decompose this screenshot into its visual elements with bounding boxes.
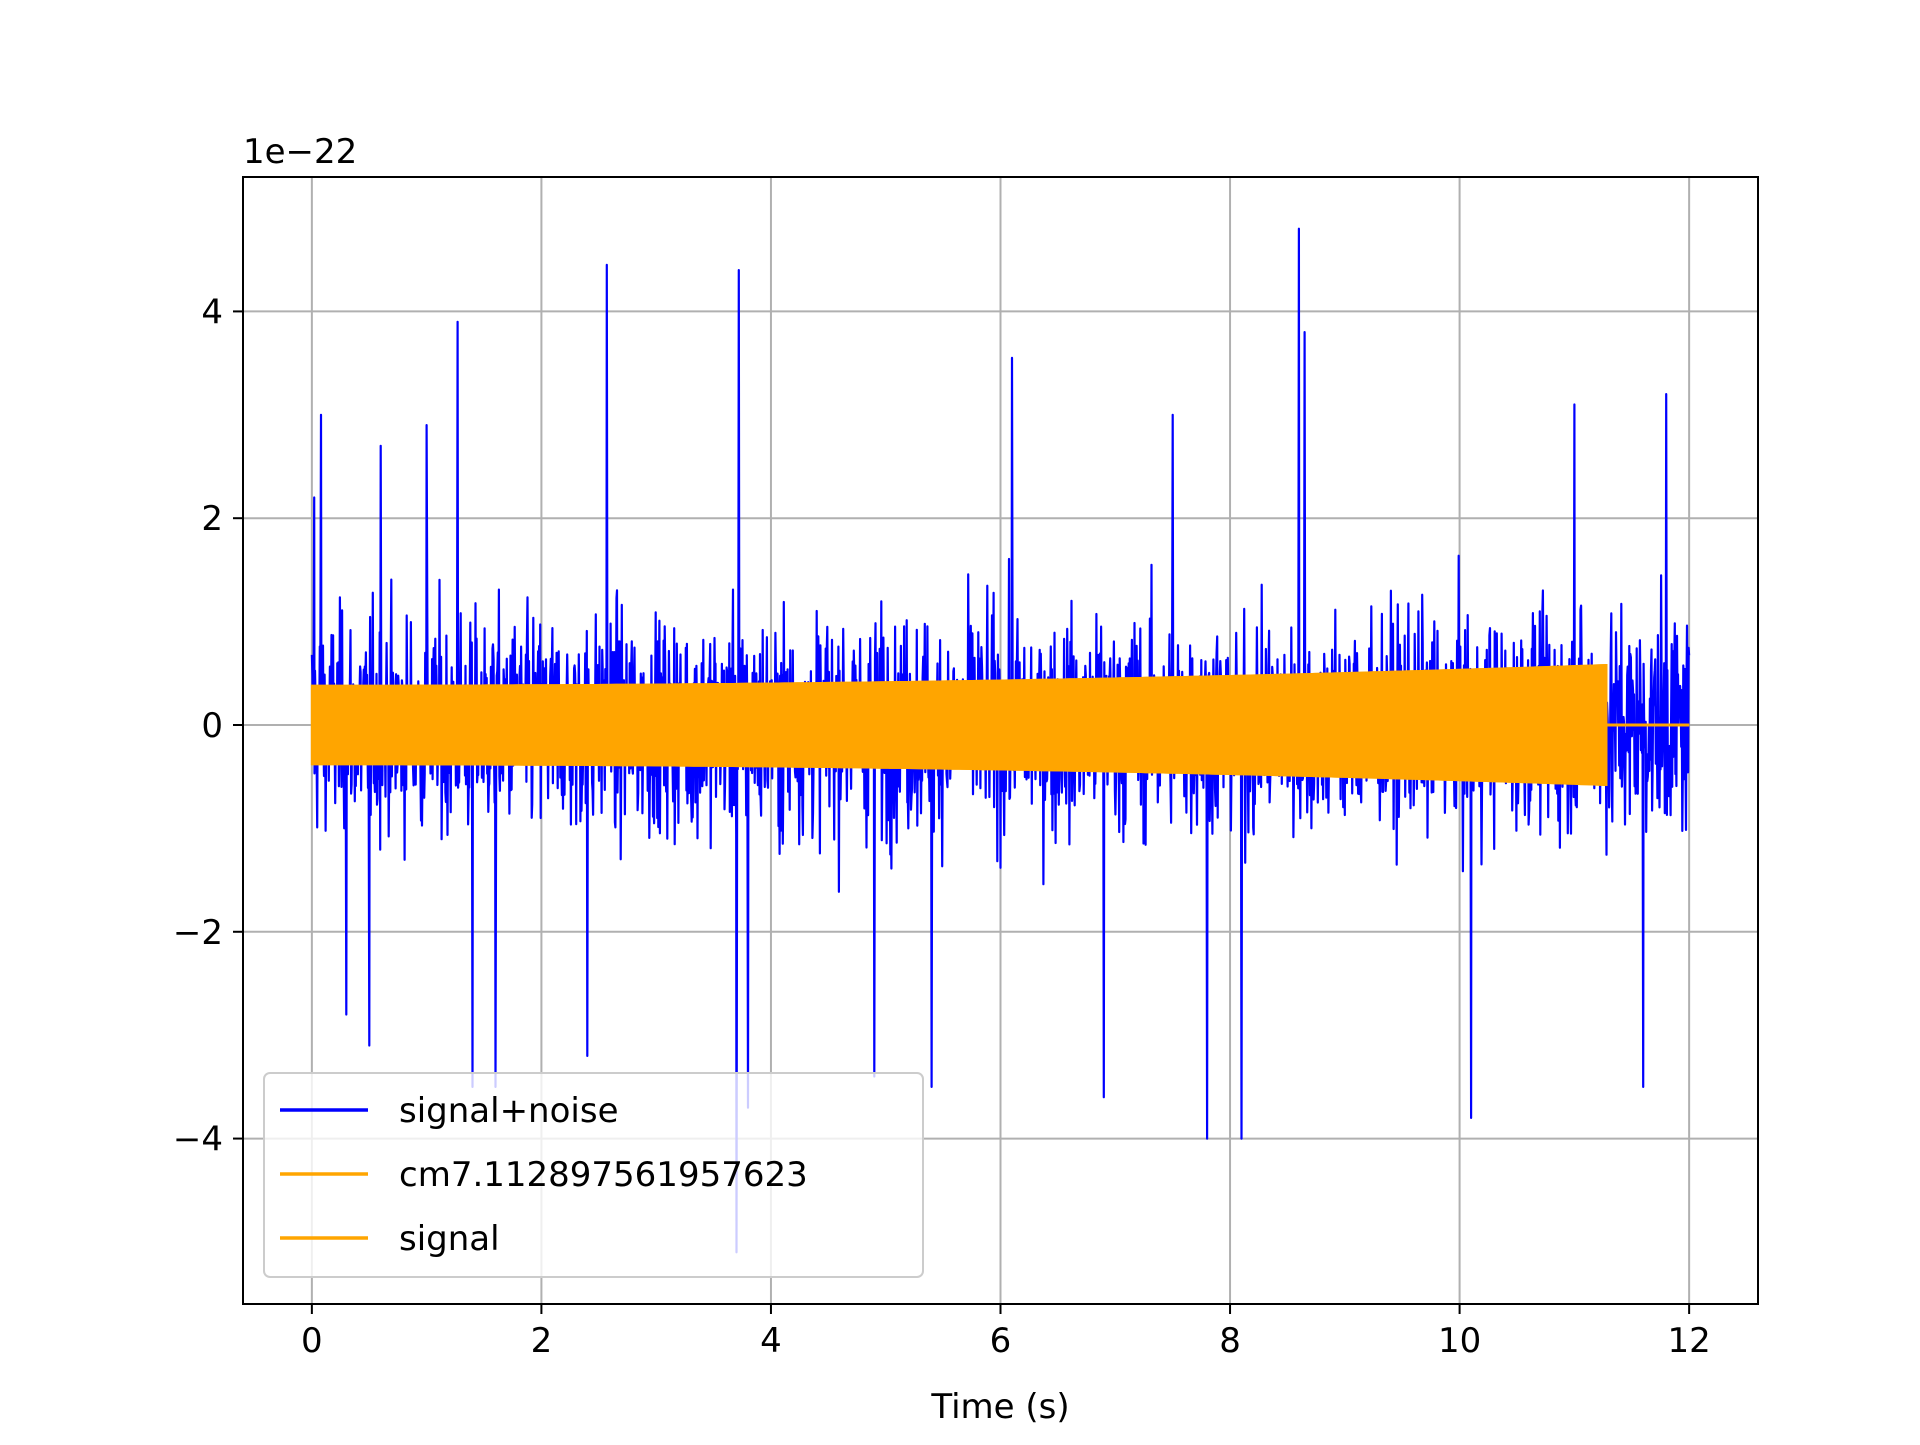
offset-label: 1e−22 (243, 132, 357, 172)
series-signal-band (310, 663, 1608, 787)
legend-label-0: signal+noise (399, 1091, 619, 1131)
legend-box (263, 1072, 924, 1278)
x-tick-label: 8 (1219, 1321, 1241, 1361)
legend-label-1: cm7.112897561957623 (399, 1155, 808, 1195)
legend: signal+noise cm7.112897561957623 signal (263, 1072, 924, 1278)
x-tick-label: 0 (301, 1321, 323, 1361)
y-tick-label: 0 (201, 706, 223, 746)
y-tick-label: −2 (173, 913, 223, 953)
x-tick-label: 12 (1668, 1321, 1711, 1361)
tick-layer: 0 2 4 6 8 10 12 −4 −2 0 2 4 (173, 292, 1711, 1361)
x-tick-label: 2 (531, 1321, 553, 1361)
y-tick-label: 4 (201, 292, 223, 332)
x-tick-label: 4 (760, 1321, 782, 1361)
data-layer (310, 227, 1691, 1254)
y-tick-label: 2 (201, 499, 223, 539)
x-tick-label: 10 (1438, 1321, 1481, 1361)
y-tick-label: −4 (173, 1120, 223, 1160)
x-axis-label: Time (s) (930, 1387, 1069, 1427)
x-tick-label: 6 (990, 1321, 1012, 1361)
legend-label-2: signal (399, 1219, 500, 1259)
